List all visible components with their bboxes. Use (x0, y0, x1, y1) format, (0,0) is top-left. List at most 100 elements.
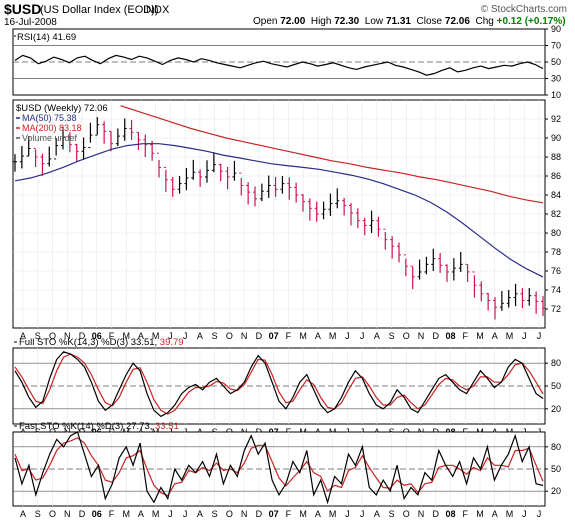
x-tick-label-fast_sto: N (241, 509, 248, 519)
x-tick-label-fast_sto: F (109, 509, 115, 519)
high-label: High (310, 16, 332, 27)
y-tick-label-price: 90 (551, 133, 561, 143)
ma200-line (120, 105, 544, 204)
x-tick-label-fast_sto: 07 (269, 509, 279, 519)
x-tick-label-price: M (329, 331, 337, 341)
ma50-line (14, 143, 544, 278)
y-tick-label-price: 78 (551, 247, 561, 257)
legend-entry: MA(200) 83.18 (22, 123, 82, 133)
x-tick-label-fast_sto: A (492, 509, 498, 519)
x-tick-label-fast_sto: A (315, 509, 321, 519)
x-tick-label-price: A (492, 331, 498, 341)
y-tick-label-rsi: 10 (551, 90, 561, 100)
y-tick-label-price: 74 (551, 285, 561, 295)
high-value: 72.30 (334, 16, 360, 27)
y-tick-label-full_sto: 80 (551, 358, 561, 368)
x-tick-label-fast_sto: O (403, 509, 410, 519)
low-value: 71.31 (385, 16, 411, 27)
x-tick-label-fast_sto: J (345, 509, 350, 519)
x-tick-label-price: F (463, 331, 469, 341)
x-tick-label-fast_sto: J (360, 509, 365, 519)
x-tick-label-fast_sto: D (433, 509, 440, 519)
x-tick-label-fast_sto: O (226, 509, 233, 519)
x-tick-label-price: O (403, 331, 410, 341)
x-tick-label-price: M (476, 331, 484, 341)
symbol-title: $USD (4, 1, 42, 17)
x-tick-label-fast_sto: J (522, 509, 527, 519)
y-tick-label-price: 82 (551, 209, 561, 219)
chg-label: Chg (475, 16, 494, 27)
y-tick-label-full_sto: 50 (551, 381, 561, 391)
x-tick-label-fast_sto: M (329, 509, 337, 519)
x-tick-label-price: J (522, 331, 527, 341)
y-tick-label-fast_sto: 50 (551, 464, 561, 474)
x-tick-label-price: A (374, 331, 380, 341)
x-tick-label-fast_sto: A (374, 509, 380, 519)
x-tick-label-price: N (64, 331, 71, 341)
x-tick-label-price: J (360, 331, 365, 341)
x-tick-label-fast_sto: 06 (92, 509, 102, 519)
fast_sto-title: Fast STO %K(14) %D(3) 27.73, 33.51 (19, 421, 179, 432)
exchange-label: INDX (143, 4, 170, 16)
x-tick-label-fast_sto: M (152, 509, 160, 519)
y-tick-label-full_sto: 20 (551, 404, 561, 414)
rsi-title: RSI(14) 41.69 (17, 32, 76, 43)
full_sto-d-line (14, 353, 544, 415)
y-tick-label-price: 86 (551, 171, 561, 181)
x-tick-label-price: 08 (446, 331, 456, 341)
low-label: Low (364, 16, 384, 27)
x-tick-label-fast_sto: J (183, 509, 188, 519)
x-tick-label-fast_sto: M (506, 509, 514, 519)
x-tick-label-price: J (345, 331, 350, 341)
x-tick-label-fast_sto: S (389, 509, 395, 519)
chg-value: +0.12 (+0.17%) (496, 16, 566, 27)
x-tick-label-fast_sto: N (64, 509, 71, 519)
x-tick-label-price: J (183, 331, 188, 341)
x-tick-label-price: 06 (92, 331, 102, 341)
y-tick-label-price: 92 (551, 114, 561, 124)
x-tick-label-price: S (35, 331, 41, 341)
fast_sto-k-line (14, 431, 544, 505)
close-label: Close (416, 16, 443, 27)
x-tick-label-fast_sto: M (476, 509, 484, 519)
y-tick-label-rsi: 50 (551, 57, 561, 67)
x-tick-label-price: A (138, 331, 144, 341)
x-tick-label-fast_sto: S (212, 509, 218, 519)
full_sto-title: Full STO %K(14,3) %D(3) 33.51, 39.79 (19, 337, 184, 348)
x-tick-label-fast_sto: A (20, 509, 26, 519)
x-tick-label-fast_sto: 08 (446, 509, 456, 519)
open-label: Open (253, 16, 278, 27)
x-tick-label-price: A (315, 331, 321, 341)
y-tick-label-price: 80 (551, 228, 561, 238)
x-tick-label-fast_sto: F (463, 509, 469, 519)
x-tick-label-price: 07 (269, 331, 279, 341)
y-tick-label-rsi: 70 (551, 41, 561, 51)
x-tick-label-fast_sto: J (537, 509, 542, 519)
x-tick-label-price: J (168, 331, 173, 341)
y-tick-label-price: 88 (551, 152, 561, 162)
x-tick-label-price: D (256, 331, 263, 341)
x-tick-label-fast_sto: M (299, 509, 307, 519)
y-tick-label-price: 76 (551, 266, 561, 276)
x-tick-label-fast_sto: D (256, 509, 263, 519)
x-tick-label-price: D (433, 331, 440, 341)
x-tick-label-fast_sto: A (138, 509, 144, 519)
x-tick-label-price: M (152, 331, 160, 341)
x-tick-label-fast_sto: M (122, 509, 130, 519)
x-tick-label-price: M (506, 331, 514, 341)
y-tick-label-price: 72 (551, 304, 561, 314)
symbol-description: (US Dollar Index (EOD)) (40, 4, 159, 16)
quote-bar: Open 72.00 High 72.30 Low 71.31 Close 72… (253, 16, 566, 27)
y-tick-label-price: 84 (551, 190, 561, 200)
legend-entry: Volume undef (22, 133, 78, 143)
x-tick-label-price: S (212, 331, 218, 341)
y-tick-label-rsi: 90 (551, 24, 561, 34)
fast_sto-d-line (14, 437, 544, 497)
y-tick-label-fast_sto: 80 (551, 442, 561, 452)
price-title: $USD (Weekly) 72.06 (16, 103, 108, 114)
x-tick-label-fast_sto: J (168, 509, 173, 519)
x-tick-label-price: A (20, 331, 26, 341)
chart-date: 16-Jul-2008 (4, 17, 57, 28)
